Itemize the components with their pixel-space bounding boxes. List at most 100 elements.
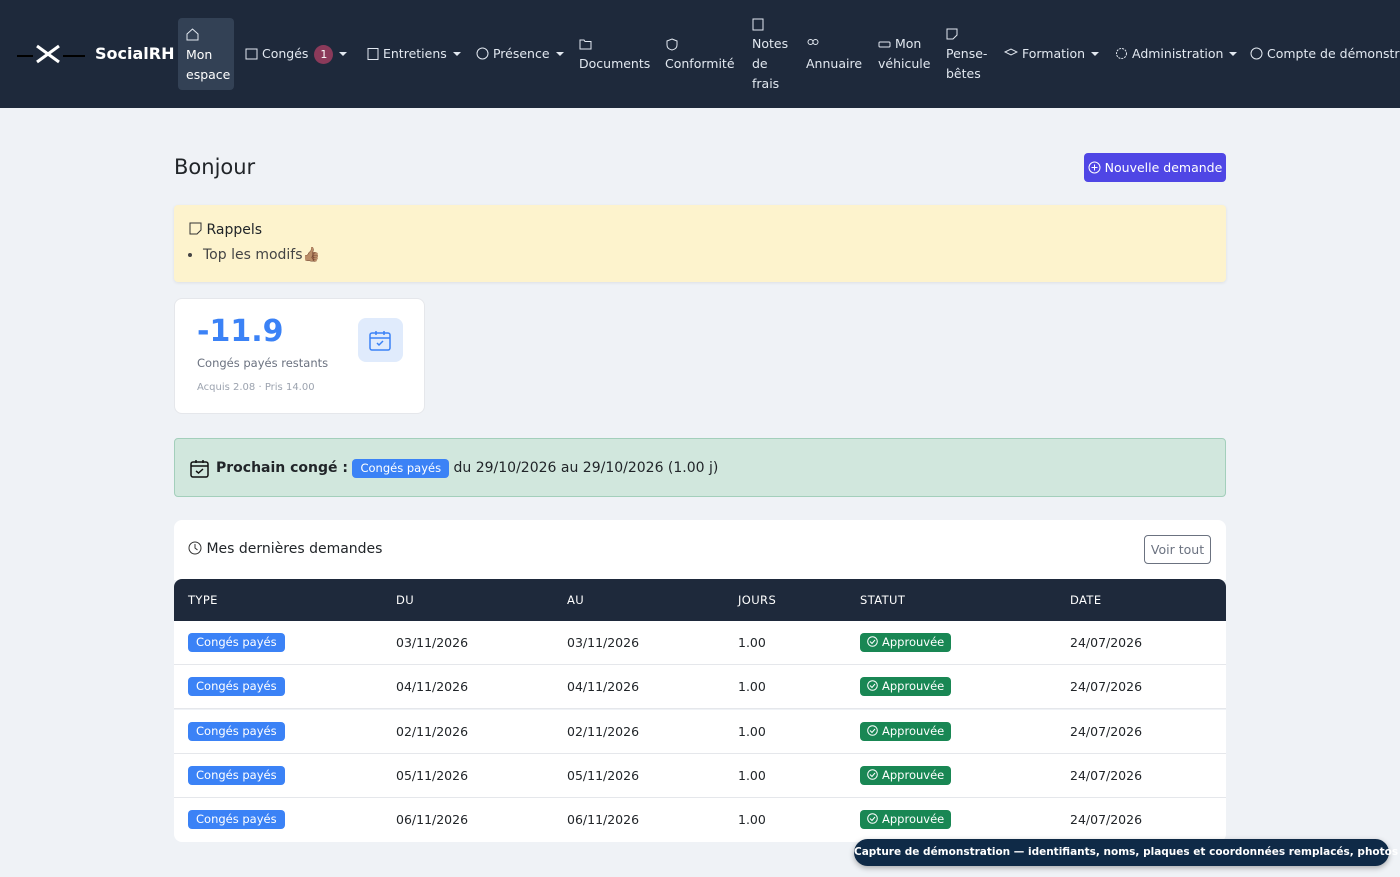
status-text: Approuvée — [882, 679, 945, 694]
table-cell: Congés payés — [188, 765, 285, 785]
table-row: Congés payés 04/11/2026 04/11/2026 1.00 Appr… — [174, 665, 1226, 710]
nav-compliance[interactable]: Conformité — [665, 56, 735, 71]
nav-label: Entretiens — [382, 46, 447, 61]
see-all-button[interactable]: Voir tout — [1144, 535, 1211, 564]
stat-detail: Acquis 2.08 · Pris 14.00 — [197, 382, 315, 393]
nav-documents[interactable]: Documents — [579, 56, 651, 71]
nav-label: Présence — [492, 46, 550, 61]
nav-home[interactable]: Mon espace — [186, 47, 231, 82]
table-cell: 02/11/2026 — [396, 723, 469, 739]
table-cell: 24/07/2026 — [1070, 723, 1143, 739]
new-request-button[interactable]: Nouvelle demande — [1084, 153, 1226, 182]
table-cell: 1.00 — [738, 812, 766, 828]
nav-directory[interactable]: Annuaire — [806, 56, 863, 71]
next-leave-text: du 29/10/2026 au 29/10/2026 (1.00 j) — [453, 460, 719, 476]
table-cell: 02/11/2026 — [567, 723, 640, 739]
table-cell: 24/07/2026 — [1070, 812, 1143, 828]
navbar: SocialRH Mon espace Congés 1 Entretiens P… — [0, 0, 1400, 108]
nav-presence[interactable]: Présence — [476, 44, 564, 64]
next-leave: Prochain congé : Congés payés du 29/10/2… — [174, 438, 1226, 497]
column-header: TYPE — [188, 593, 218, 607]
type-badge: Congés payés — [188, 810, 285, 830]
nav-leave[interactable]: Congés 1 — [245, 44, 348, 64]
active-bg — [178, 18, 234, 90]
nav-account[interactable]: Compte de démonstration — [1250, 44, 1400, 64]
column-header: DATE — [1070, 593, 1102, 607]
icon — [190, 460, 209, 478]
type-badge: Congés payés — [352, 459, 450, 478]
icon — [752, 18, 764, 31]
column-header: STATUT — [860, 593, 906, 607]
table-row: Congés payés 05/11/2026 05/11/2026 1.00 Appr… — [174, 753, 1226, 798]
requests-title: Mes dernières demandes — [188, 541, 382, 557]
nav-label: Mon véhicule — [878, 36, 931, 71]
reminders-title: Rappels — [189, 222, 262, 238]
icon — [666, 38, 678, 51]
icon — [579, 39, 592, 50]
nav-notes[interactable]: Pense-bêtes — [946, 46, 988, 81]
table-cell: Approuvée — [860, 721, 952, 741]
stat-value: -11.9 — [197, 314, 284, 349]
status-badge: Approuvée — [860, 810, 952, 830]
column-header: AU — [567, 593, 585, 607]
nav-interviews[interactable]: Entretiens — [367, 44, 461, 64]
button-label: Nouvelle demande — [1104, 160, 1223, 175]
table-cell: Congés payés — [188, 810, 285, 830]
status-badge: Approuvée — [860, 677, 952, 697]
table-cell: 06/11/2026 — [396, 812, 469, 828]
table-row: Congés payés 06/11/2026 06/11/2026 1.00 Appr… — [174, 798, 1226, 843]
reminders-list: Top les modifs👍🏽 — [174, 247, 320, 263]
table-header: TYPE DU AU JOURS STATUT DATE — [174, 579, 1226, 621]
column-header: JOURS — [738, 593, 777, 607]
stat-card: -11.9 Congés payés restants Acquis 2.08 … — [174, 298, 425, 414]
table-cell: 24/07/2026 — [1070, 679, 1143, 695]
status-text: Approuvée — [882, 812, 945, 827]
status-text: Approuvée — [882, 767, 945, 782]
table-cell: 1.00 — [738, 635, 766, 650]
type-badge: Congés payés — [188, 765, 285, 785]
nav-label: Formation — [1021, 46, 1086, 61]
badge: 1 — [314, 45, 334, 64]
type-badge: Congés payés — [188, 677, 285, 697]
title-text: Rappels — [206, 222, 263, 238]
nav-training[interactable]: Formation — [1003, 44, 1100, 64]
table-cell: Congés payés — [188, 721, 285, 741]
table-cell: Congés payés — [188, 633, 285, 652]
table-cell: 03/11/2026 — [396, 635, 469, 650]
column-header: DU — [396, 593, 415, 607]
reminders: Rappels Top les modifs👍🏽 — [174, 205, 1226, 282]
table-row: Congés payés 03/11/2026 03/11/2026 1.00 Appr… — [174, 621, 1226, 665]
table-cell: 04/11/2026 — [396, 679, 469, 695]
brand[interactable]: SocialRH — [95, 44, 175, 63]
type-badge: Congés payés — [188, 633, 285, 652]
table-cell: 1.00 — [738, 723, 766, 739]
table-cell: 1.00 — [738, 767, 766, 783]
demo-toast: Capture de démonstration — identifiants,… — [854, 839, 1400, 866]
type-badge: Congés payés — [188, 721, 285, 741]
page-title: Bonjour — [174, 155, 256, 179]
table-cell: 05/11/2026 — [396, 767, 469, 783]
table-row: Congés payés 02/11/2026 02/11/2026 1.00 Appr… — [174, 709, 1226, 754]
table-cell: Approuvée — [860, 633, 952, 652]
nav-admin[interactable]: Administration — [1115, 44, 1238, 64]
icon-home — [186, 28, 199, 41]
table-cell: 1.00 — [738, 679, 766, 695]
table-cell: 24/07/2026 — [1070, 767, 1143, 783]
table-cell: 06/11/2026 — [567, 812, 640, 828]
requests-card-header: Mes dernières demandes Voir tout — [174, 520, 1226, 580]
next-leave-line: Prochain congé : Congés payés du 29/10/2… — [216, 459, 718, 478]
table-cell: Congés payés — [188, 677, 285, 697]
nav-leave-label: Congés — [261, 46, 309, 61]
icon — [946, 28, 958, 40]
nav-vehicle[interactable]: Mon véhicule — [878, 34, 940, 74]
table-cell: 04/11/2026 — [567, 679, 640, 695]
table-cell: Approuvée — [860, 677, 952, 697]
nav-label: Administration — [1131, 46, 1224, 61]
status-text: Approuvée — [882, 635, 945, 649]
nav-label: Compte de démonstration — [1266, 46, 1400, 61]
nav-expenses[interactable]: Notes de frais — [752, 36, 789, 91]
logo[interactable] — [15, 42, 87, 66]
table-cell: 24/07/2026 — [1070, 635, 1143, 650]
table-cell: 03/11/2026 — [567, 635, 640, 650]
